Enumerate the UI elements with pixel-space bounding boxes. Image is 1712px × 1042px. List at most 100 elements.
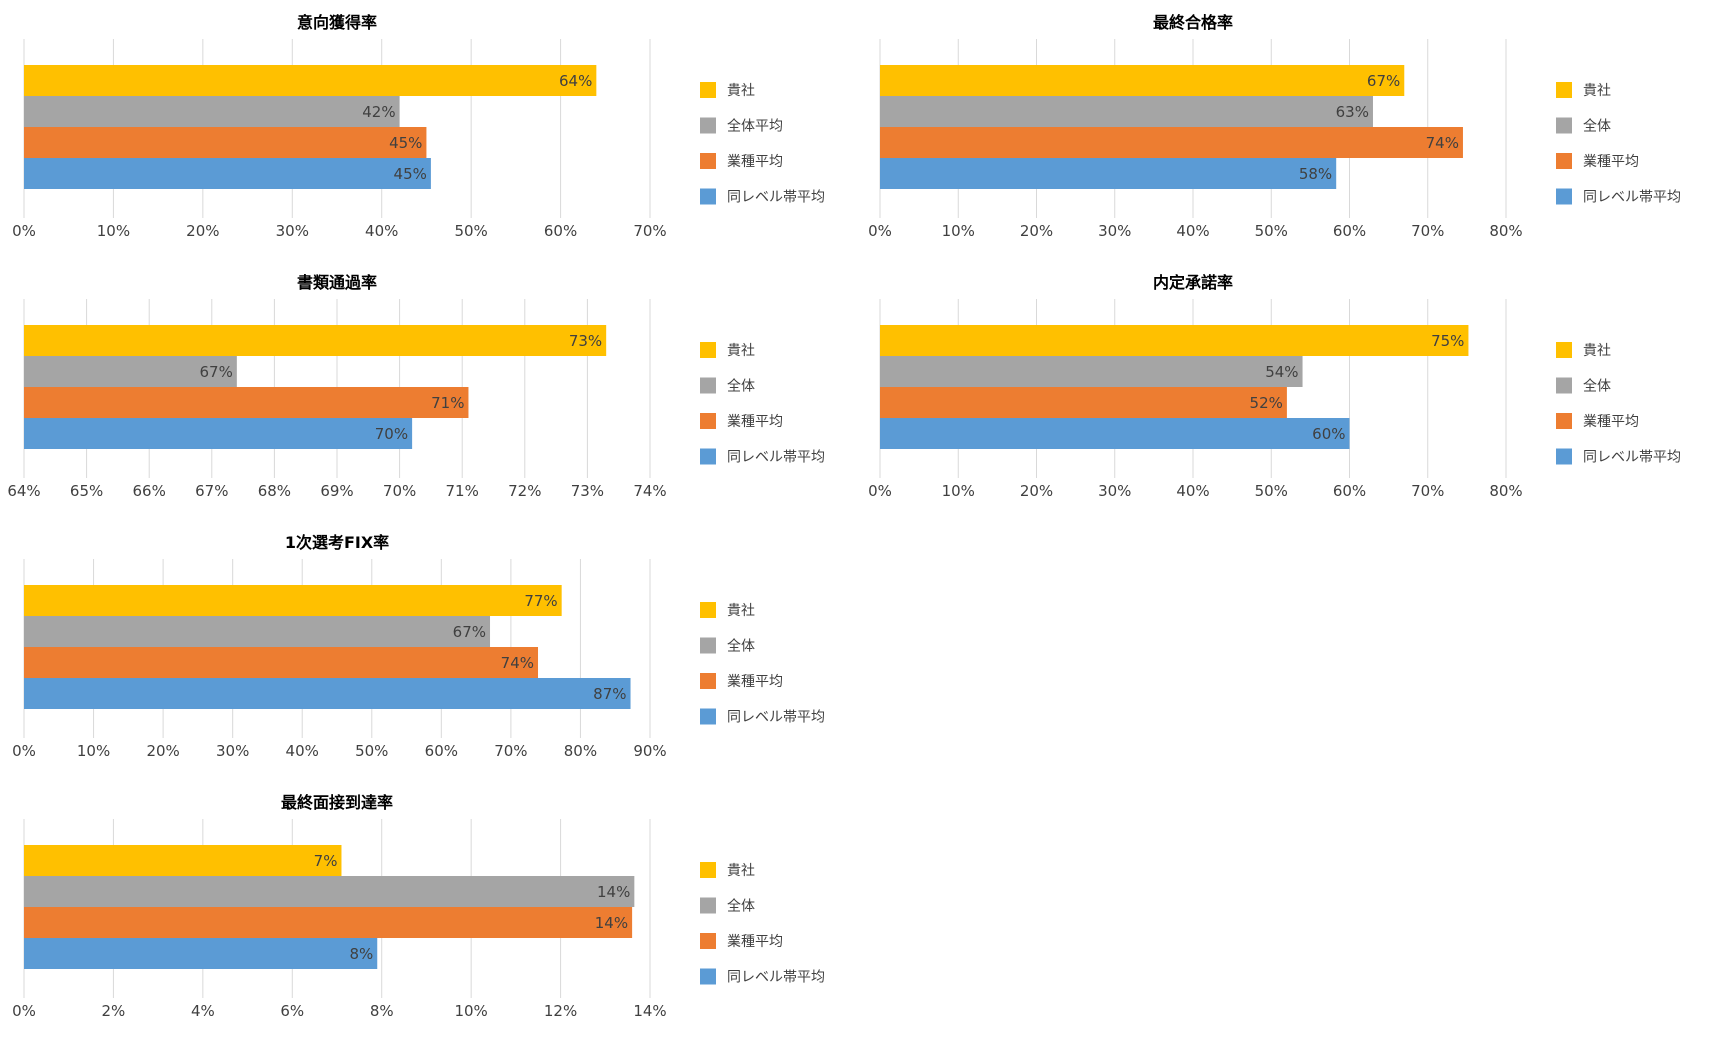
bar-chart: 最終合格率 67% 63% 74% 58% 0% 10% 20% 30% 40% 50% 60% 70%…	[868, 13, 1681, 240]
legend-swatch	[1556, 82, 1572, 98]
data-label: 67%	[199, 363, 232, 381]
bar-chart: 1次選考FIX率 77% 67% 74% 87% 0% 10% 20% 30% 40% 50% 60%…	[12, 533, 825, 760]
legend-label: 貴社	[727, 863, 755, 879]
legend-label: 全体	[727, 378, 755, 395]
tick-label: 40%	[365, 222, 398, 240]
data-label: 14%	[597, 883, 630, 901]
chart-title: 内定承諾率	[1153, 273, 1233, 292]
legend-label: 業種平均	[727, 154, 783, 170]
chart-title: 意向獲得率	[297, 13, 377, 32]
data-label: 54%	[1265, 363, 1298, 381]
bar	[880, 96, 1373, 127]
data-label: 75%	[1431, 332, 1464, 350]
tick-label: 10%	[942, 222, 975, 240]
legend-label: 全体	[727, 898, 755, 915]
tick-label: 30%	[216, 742, 249, 760]
legend-swatch	[700, 637, 716, 654]
bar	[24, 876, 635, 907]
data-label: 58%	[1299, 165, 1332, 183]
bar	[24, 356, 237, 387]
legend-swatch	[1556, 377, 1572, 394]
legend-label: 業種平均	[1583, 414, 1639, 430]
data-label: 73%	[569, 332, 602, 350]
tick-label: 0%	[12, 1002, 36, 1020]
tick-label: 60%	[1333, 222, 1366, 240]
legend-label: 貴社	[727, 603, 755, 619]
tick-label: 72%	[508, 482, 541, 500]
data-label: 70%	[375, 425, 408, 443]
legend-swatch	[1556, 342, 1572, 358]
tick-label: 14%	[633, 1002, 666, 1020]
legend-swatch	[700, 673, 716, 689]
data-label: 60%	[1312, 425, 1345, 443]
tick-label: 74%	[633, 482, 666, 500]
tick-label: 10%	[77, 742, 110, 760]
tick-label: 30%	[276, 222, 309, 240]
tick-label: 20%	[146, 742, 179, 760]
data-label: 42%	[362, 103, 395, 121]
tick-label: 2%	[102, 1002, 126, 1020]
bar	[24, 387, 469, 418]
legend-label: 同レベル帯平均	[727, 450, 825, 466]
legend-label: 業種平均	[727, 674, 783, 690]
data-label: 14%	[595, 914, 628, 932]
tick-label: 70%	[494, 742, 527, 760]
bar	[24, 418, 413, 449]
tick-label: 40%	[1176, 222, 1209, 240]
legend-swatch	[700, 153, 716, 169]
legend-swatch	[700, 448, 716, 465]
tick-label: 64%	[7, 482, 40, 500]
legend-label: 同レベル帯平均	[1583, 450, 1681, 466]
bar	[24, 96, 400, 127]
legend-label: 業種平均	[727, 414, 783, 430]
legend-label: 同レベル帯平均	[727, 970, 825, 986]
legend-swatch	[1556, 188, 1572, 205]
tick-label: 10%	[97, 222, 130, 240]
legend-label: 全体	[1583, 378, 1611, 395]
tick-label: 68%	[258, 482, 291, 500]
legend-label: 貴社	[1583, 343, 1611, 359]
chart-panel: 内定承諾率 75% 54% 52% 60% 0% 10% 20% 30% 40% 50% 60% 70%…	[856, 260, 1712, 520]
chart-panel: 意向獲得率 64% 42% 45% 45% 0% 10% 20% 30% 40% 50% 60% 70%…	[0, 0, 856, 260]
tick-label: 40%	[1176, 482, 1209, 500]
bar	[24, 127, 427, 158]
tick-label: 20%	[1020, 482, 1053, 500]
legend-swatch	[700, 708, 716, 725]
tick-label: 50%	[454, 222, 487, 240]
legend-label: 貴社	[1583, 83, 1611, 99]
legend-label: 貴社	[727, 83, 755, 99]
tick-label: 0%	[12, 222, 36, 240]
bar	[24, 616, 491, 647]
legend-label: 業種平均	[727, 934, 783, 950]
tick-label: 70%	[633, 222, 666, 240]
tick-label: 50%	[1255, 482, 1288, 500]
chart-title: 書類通過率	[297, 273, 377, 292]
bar	[880, 158, 1337, 189]
bar	[24, 938, 378, 969]
bar	[880, 65, 1405, 96]
data-label: 64%	[559, 72, 592, 90]
bar	[24, 678, 631, 709]
tick-label: 70%	[1411, 222, 1444, 240]
legend-label: 業種平均	[1583, 154, 1639, 170]
tick-label: 69%	[320, 482, 353, 500]
bar	[880, 387, 1287, 418]
chart-title: 最終面接到達率	[281, 793, 393, 812]
tick-label: 80%	[1489, 222, 1522, 240]
legend-swatch	[700, 117, 716, 134]
bar	[24, 647, 539, 678]
tick-label: 6%	[280, 1002, 304, 1020]
tick-label: 0%	[868, 222, 892, 240]
data-label: 67%	[453, 623, 486, 641]
bar	[880, 418, 1350, 449]
data-label: 7%	[314, 852, 338, 870]
tick-label: 50%	[1255, 222, 1288, 240]
legend-swatch	[700, 342, 716, 358]
tick-label: 70%	[1411, 482, 1444, 500]
data-label: 87%	[593, 685, 626, 703]
legend-swatch	[700, 968, 716, 985]
bar	[24, 158, 431, 189]
legend-swatch	[1556, 448, 1572, 465]
tick-label: 8%	[370, 1002, 394, 1020]
